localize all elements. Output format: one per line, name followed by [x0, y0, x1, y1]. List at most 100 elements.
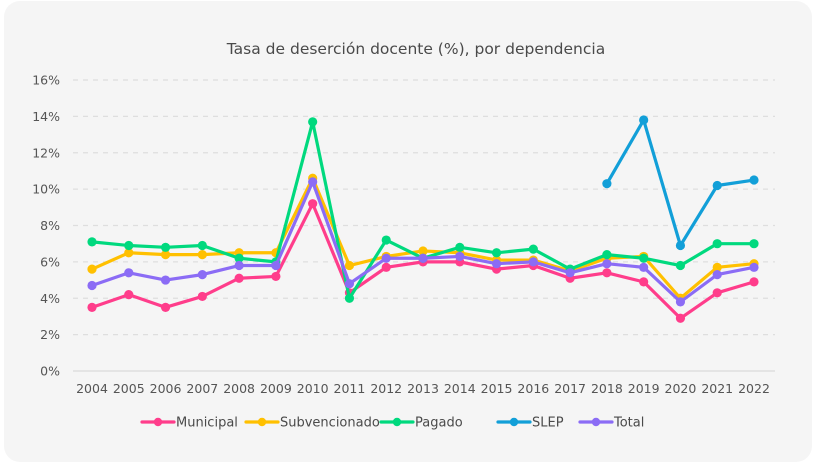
data-point[interactable]: [749, 175, 759, 185]
data-point[interactable]: [712, 262, 722, 272]
data-point[interactable]: [271, 260, 281, 271]
x-tick-label: 2006: [150, 381, 182, 396]
x-tick-label: 2020: [665, 381, 697, 396]
series-line: [91, 180, 755, 304]
data-point[interactable]: [602, 250, 612, 260]
legend-marker-icon: [153, 417, 163, 427]
data-point[interactable]: [160, 275, 171, 285]
data-point[interactable]: [491, 259, 502, 269]
data-point[interactable]: [197, 250, 207, 260]
data-point[interactable]: [160, 242, 171, 252]
data-point[interactable]: [528, 257, 538, 267]
data-point[interactable]: [381, 262, 391, 272]
legend-marker-icon: [591, 417, 601, 427]
x-tick-label: 2022: [738, 381, 770, 396]
data-point[interactable]: [639, 253, 649, 263]
legend-label: SLEP: [532, 416, 564, 431]
data-point[interactable]: [308, 117, 318, 127]
series-line: [605, 118, 755, 248]
data-point[interactable]: [675, 297, 686, 307]
x-tick-label: 2010: [297, 381, 329, 396]
data-point[interactable]: [528, 244, 538, 254]
x-tick-label: 2011: [334, 381, 366, 396]
y-tick-label: 14%: [32, 109, 60, 124]
legend-marker-icon: [257, 417, 267, 427]
data-point[interactable]: [418, 246, 428, 256]
x-tick-label: 2015: [481, 381, 513, 396]
data-point[interactable]: [124, 268, 134, 278]
data-point[interactable]: [344, 260, 355, 271]
y-tick-label: 6%: [40, 254, 60, 269]
data-point[interactable]: [749, 239, 759, 249]
y-tick-label: 2%: [40, 327, 60, 342]
data-point[interactable]: [749, 277, 759, 287]
data-point[interactable]: [87, 302, 97, 312]
x-tick-label: 2012: [370, 381, 402, 396]
data-point[interactable]: [602, 268, 612, 278]
legend-label: Municipal: [176, 416, 238, 431]
series-line: [91, 120, 754, 300]
legend-item-subvencionado[interactable]: Subvencionado: [244, 416, 380, 431]
data-point[interactable]: [124, 290, 134, 300]
data-point[interactable]: [87, 237, 97, 247]
data-point[interactable]: [234, 260, 244, 271]
data-point[interactable]: [234, 253, 244, 263]
data-point[interactable]: [639, 115, 649, 125]
data-point[interactable]: [160, 302, 171, 312]
series-line: [91, 176, 755, 300]
data-point[interactable]: [675, 260, 686, 271]
x-tick-label: 2004: [76, 381, 108, 396]
data-point[interactable]: [308, 177, 318, 187]
data-point[interactable]: [418, 253, 428, 263]
legend-item-slep[interactable]: SLEP: [496, 416, 564, 431]
data-point[interactable]: [87, 264, 97, 274]
x-tick-label: 2013: [407, 381, 439, 396]
data-point[interactable]: [491, 248, 502, 258]
data-point[interactable]: [455, 251, 465, 262]
legend-label: Pagado: [415, 416, 463, 431]
data-point[interactable]: [160, 250, 171, 260]
data-point[interactable]: [712, 288, 722, 298]
data-point[interactable]: [234, 273, 244, 283]
data-point[interactable]: [308, 199, 318, 209]
data-point[interactable]: [87, 280, 97, 291]
x-tick-label: 2017: [554, 381, 586, 396]
data-point[interactable]: [381, 235, 391, 245]
legend-marker-icon: [509, 417, 519, 427]
data-point[interactable]: [197, 240, 207, 251]
data-point[interactable]: [124, 240, 134, 251]
data-point[interactable]: [749, 262, 759, 272]
data-point[interactable]: [675, 240, 686, 251]
data-point[interactable]: [565, 268, 575, 278]
data-point[interactable]: [344, 293, 355, 303]
x-tick-label: 2016: [517, 381, 549, 396]
legend-item-total[interactable]: Total: [578, 416, 644, 431]
data-point[interactable]: [602, 259, 612, 269]
data-point[interactable]: [602, 179, 612, 189]
legend-item-pagado[interactable]: Pagado: [379, 416, 463, 431]
data-point[interactable]: [271, 271, 281, 282]
data-point[interactable]: [639, 277, 649, 287]
data-point[interactable]: [712, 239, 722, 249]
x-tick-label: 2007: [186, 381, 218, 396]
data-point[interactable]: [455, 242, 465, 252]
y-tick-label: 10%: [32, 182, 60, 197]
y-tick-label: 12%: [32, 145, 60, 160]
series-slep: [602, 115, 759, 251]
legend-item-municipal[interactable]: Municipal: [140, 416, 238, 431]
data-point[interactable]: [344, 279, 355, 289]
data-point[interactable]: [197, 270, 207, 280]
data-point[interactable]: [197, 291, 207, 302]
data-point[interactable]: [639, 262, 649, 272]
legend-label: Total: [613, 416, 644, 431]
data-point[interactable]: [712, 270, 722, 280]
legend-label: Subvencionado: [280, 416, 380, 431]
x-tick-label: 2021: [701, 381, 733, 396]
data-point[interactable]: [675, 313, 686, 323]
x-tick-label: 2019: [628, 381, 660, 396]
data-point[interactable]: [124, 248, 134, 258]
data-point[interactable]: [381, 253, 391, 263]
data-point[interactable]: [712, 180, 722, 191]
y-tick-label: 8%: [40, 218, 60, 233]
